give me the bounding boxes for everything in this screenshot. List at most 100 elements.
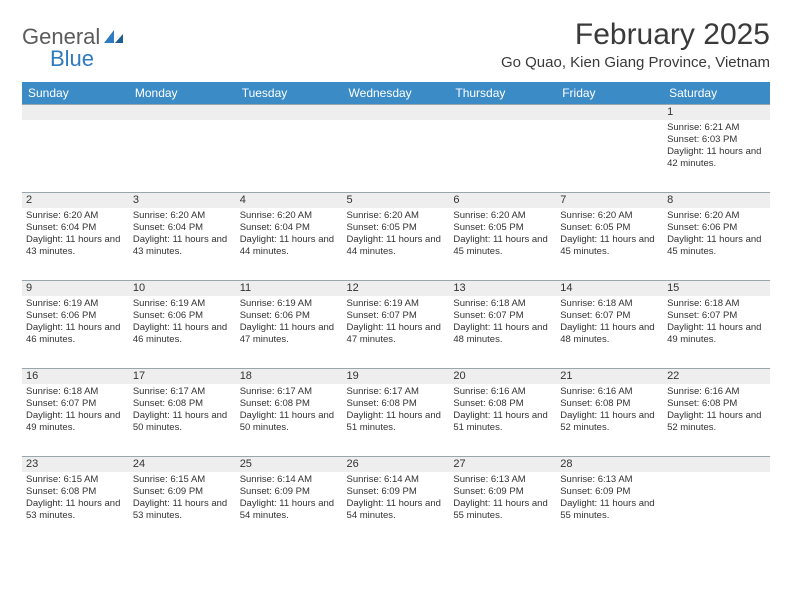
- calendar-day-cell: 9Sunrise: 6:19 AMSunset: 6:06 PMDaylight…: [22, 280, 129, 368]
- calendar-day-cell: 19Sunrise: 6:17 AMSunset: 6:08 PMDayligh…: [343, 368, 450, 456]
- daylight-text: Daylight: 11 hours and 46 minutes.: [133, 322, 232, 346]
- day-number: 24: [129, 456, 236, 472]
- calendar-day-cell: 16Sunrise: 6:18 AMSunset: 6:07 PMDayligh…: [22, 368, 129, 456]
- sunset-text: Sunset: 6:08 PM: [667, 398, 766, 410]
- calendar-week-row: 16Sunrise: 6:18 AMSunset: 6:07 PMDayligh…: [22, 368, 770, 456]
- day-body: [556, 120, 663, 124]
- sunrise-text: Sunrise: 6:21 AM: [667, 122, 766, 134]
- calendar-day-cell: 27Sunrise: 6:13 AMSunset: 6:09 PMDayligh…: [449, 456, 556, 544]
- sunset-text: Sunset: 6:09 PM: [133, 486, 232, 498]
- day-body: [22, 120, 129, 124]
- sunset-text: Sunset: 6:07 PM: [347, 310, 446, 322]
- day-body: Sunrise: 6:20 AMSunset: 6:05 PMDaylight:…: [556, 208, 663, 260]
- day-number: 4: [236, 192, 343, 208]
- sunrise-text: Sunrise: 6:16 AM: [453, 386, 552, 398]
- calendar-day-cell: [556, 104, 663, 192]
- calendar-day-cell: 25Sunrise: 6:14 AMSunset: 6:09 PMDayligh…: [236, 456, 343, 544]
- sunrise-text: Sunrise: 6:19 AM: [26, 298, 125, 310]
- day-number: 9: [22, 280, 129, 296]
- sunset-text: Sunset: 6:08 PM: [560, 398, 659, 410]
- sunrise-text: Sunrise: 6:18 AM: [453, 298, 552, 310]
- sunrise-text: Sunrise: 6:20 AM: [453, 210, 552, 222]
- calendar-day-cell: 7Sunrise: 6:20 AMSunset: 6:05 PMDaylight…: [556, 192, 663, 280]
- calendar-day-cell: 2Sunrise: 6:20 AMSunset: 6:04 PMDaylight…: [22, 192, 129, 280]
- calendar-day-cell: [663, 456, 770, 544]
- day-number: 5: [343, 192, 450, 208]
- daylight-text: Daylight: 11 hours and 45 minutes.: [667, 234, 766, 258]
- day-body: Sunrise: 6:19 AMSunset: 6:07 PMDaylight:…: [343, 296, 450, 348]
- sunrise-text: Sunrise: 6:13 AM: [453, 474, 552, 486]
- calendar-day-cell: [236, 104, 343, 192]
- day-body: Sunrise: 6:19 AMSunset: 6:06 PMDaylight:…: [236, 296, 343, 348]
- day-number: 26: [343, 456, 450, 472]
- day-number: 3: [129, 192, 236, 208]
- day-body: Sunrise: 6:15 AMSunset: 6:09 PMDaylight:…: [129, 472, 236, 524]
- day-body: [129, 120, 236, 124]
- daylight-text: Daylight: 11 hours and 50 minutes.: [133, 410, 232, 434]
- calendar-day-cell: 26Sunrise: 6:14 AMSunset: 6:09 PMDayligh…: [343, 456, 450, 544]
- calendar-day-cell: 20Sunrise: 6:16 AMSunset: 6:08 PMDayligh…: [449, 368, 556, 456]
- sunrise-text: Sunrise: 6:14 AM: [240, 474, 339, 486]
- day-number: 2: [22, 192, 129, 208]
- sunset-text: Sunset: 6:08 PM: [453, 398, 552, 410]
- calendar-day-cell: [129, 104, 236, 192]
- day-body: Sunrise: 6:20 AMSunset: 6:06 PMDaylight:…: [663, 208, 770, 260]
- day-number: [22, 104, 129, 120]
- day-number: [343, 104, 450, 120]
- sunset-text: Sunset: 6:04 PM: [240, 222, 339, 234]
- calendar-day-cell: 5Sunrise: 6:20 AMSunset: 6:05 PMDaylight…: [343, 192, 450, 280]
- calendar-day-cell: 11Sunrise: 6:19 AMSunset: 6:06 PMDayligh…: [236, 280, 343, 368]
- daylight-text: Daylight: 11 hours and 47 minutes.: [240, 322, 339, 346]
- sunrise-text: Sunrise: 6:18 AM: [560, 298, 659, 310]
- calendar-week-row: 9Sunrise: 6:19 AMSunset: 6:06 PMDaylight…: [22, 280, 770, 368]
- day-number: 18: [236, 368, 343, 384]
- day-number: 8: [663, 192, 770, 208]
- sunrise-text: Sunrise: 6:15 AM: [133, 474, 232, 486]
- sunrise-text: Sunrise: 6:16 AM: [560, 386, 659, 398]
- calendar-day-cell: 17Sunrise: 6:17 AMSunset: 6:08 PMDayligh…: [129, 368, 236, 456]
- sunrise-text: Sunrise: 6:17 AM: [240, 386, 339, 398]
- calendar-day-cell: 1Sunrise: 6:21 AMSunset: 6:03 PMDaylight…: [663, 104, 770, 192]
- sunset-text: Sunset: 6:07 PM: [560, 310, 659, 322]
- day-number: 12: [343, 280, 450, 296]
- day-number: [236, 104, 343, 120]
- sunrise-text: Sunrise: 6:19 AM: [347, 298, 446, 310]
- sunset-text: Sunset: 6:09 PM: [347, 486, 446, 498]
- sunset-text: Sunset: 6:06 PM: [667, 222, 766, 234]
- calendar-day-cell: 10Sunrise: 6:19 AMSunset: 6:06 PMDayligh…: [129, 280, 236, 368]
- sunset-text: Sunset: 6:08 PM: [240, 398, 339, 410]
- day-body: [343, 120, 450, 124]
- day-body: Sunrise: 6:17 AMSunset: 6:08 PMDaylight:…: [236, 384, 343, 436]
- sunrise-text: Sunrise: 6:20 AM: [667, 210, 766, 222]
- sunrise-text: Sunrise: 6:15 AM: [26, 474, 125, 486]
- daylight-text: Daylight: 11 hours and 52 minutes.: [667, 410, 766, 434]
- daylight-text: Daylight: 11 hours and 54 minutes.: [347, 498, 446, 522]
- brand-logo: GeneralBlue: [22, 18, 126, 72]
- calendar-week-row: 1Sunrise: 6:21 AMSunset: 6:03 PMDaylight…: [22, 104, 770, 192]
- day-number: 15: [663, 280, 770, 296]
- calendar-day-cell: 23Sunrise: 6:15 AMSunset: 6:08 PMDayligh…: [22, 456, 129, 544]
- sunrise-text: Sunrise: 6:20 AM: [26, 210, 125, 222]
- sunrise-text: Sunrise: 6:13 AM: [560, 474, 659, 486]
- day-body: Sunrise: 6:16 AMSunset: 6:08 PMDaylight:…: [556, 384, 663, 436]
- daylight-text: Daylight: 11 hours and 51 minutes.: [453, 410, 552, 434]
- daylight-text: Daylight: 11 hours and 46 minutes.: [26, 322, 125, 346]
- sunrise-text: Sunrise: 6:16 AM: [667, 386, 766, 398]
- sunset-text: Sunset: 6:06 PM: [133, 310, 232, 322]
- day-number: 11: [236, 280, 343, 296]
- daylight-text: Daylight: 11 hours and 51 minutes.: [347, 410, 446, 434]
- day-body: Sunrise: 6:16 AMSunset: 6:08 PMDaylight:…: [663, 384, 770, 436]
- day-body: Sunrise: 6:16 AMSunset: 6:08 PMDaylight:…: [449, 384, 556, 436]
- day-number: [449, 104, 556, 120]
- day-number: 20: [449, 368, 556, 384]
- weekday-header: Monday: [129, 82, 236, 104]
- day-body: Sunrise: 6:21 AMSunset: 6:03 PMDaylight:…: [663, 120, 770, 172]
- daylight-text: Daylight: 11 hours and 48 minutes.: [453, 322, 552, 346]
- sunset-text: Sunset: 6:09 PM: [560, 486, 659, 498]
- weekday-header: Friday: [556, 82, 663, 104]
- calendar-table: Sunday Monday Tuesday Wednesday Thursday…: [22, 82, 770, 544]
- day-body: Sunrise: 6:18 AMSunset: 6:07 PMDaylight:…: [663, 296, 770, 348]
- sunrise-text: Sunrise: 6:18 AM: [26, 386, 125, 398]
- calendar-header-row: Sunday Monday Tuesday Wednesday Thursday…: [22, 82, 770, 104]
- sunrise-text: Sunrise: 6:20 AM: [133, 210, 232, 222]
